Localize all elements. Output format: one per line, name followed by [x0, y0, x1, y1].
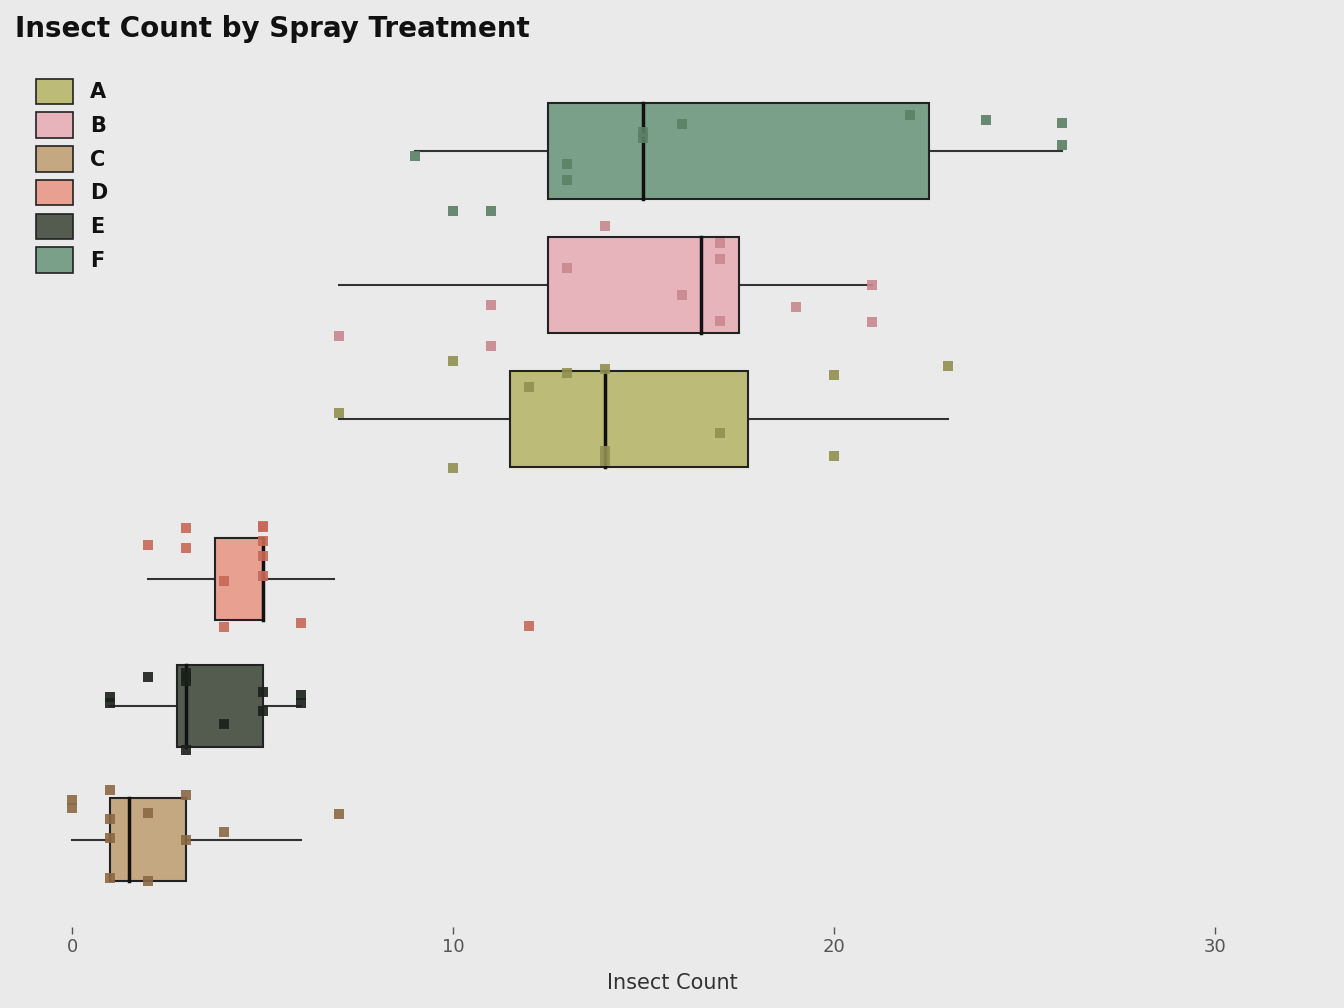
Point — [937, 358, 958, 374]
Point — [556, 260, 578, 276]
Point — [176, 519, 198, 535]
Bar — [177, 664, 262, 748]
Point — [176, 832, 198, 848]
Point — [899, 107, 921, 123]
Point — [99, 870, 121, 886]
Point — [594, 218, 616, 234]
Point — [251, 704, 273, 720]
Point — [251, 568, 273, 584]
Point — [176, 672, 198, 688]
Point — [137, 805, 159, 822]
Point — [1051, 115, 1073, 131]
Point — [519, 618, 540, 634]
Point — [137, 668, 159, 684]
Point — [862, 277, 883, 293]
Point — [251, 519, 273, 535]
Point — [671, 116, 692, 132]
X-axis label: Insect Count: Insect Count — [606, 973, 738, 993]
Point — [442, 460, 464, 476]
Point — [176, 539, 198, 555]
Point — [480, 339, 501, 355]
Point — [1051, 137, 1073, 153]
Point — [137, 873, 159, 889]
Point — [594, 361, 616, 377]
Point — [442, 353, 464, 369]
Point — [633, 130, 655, 146]
Point — [442, 203, 464, 219]
Point — [99, 696, 121, 712]
Bar — [110, 798, 187, 881]
Point — [99, 782, 121, 798]
Point — [62, 792, 83, 808]
Point — [823, 449, 844, 465]
Point — [137, 537, 159, 553]
Point — [480, 204, 501, 220]
Bar — [215, 537, 262, 621]
Point — [290, 615, 312, 631]
Point — [785, 298, 806, 314]
Point — [594, 444, 616, 460]
Point — [251, 684, 273, 701]
Point — [251, 532, 273, 548]
Point — [328, 328, 349, 344]
Point — [214, 824, 235, 840]
Point — [405, 148, 426, 164]
Point — [99, 830, 121, 846]
Point — [823, 367, 844, 383]
Point — [176, 787, 198, 803]
Point — [976, 112, 997, 128]
Point — [708, 235, 730, 251]
Point — [99, 688, 121, 705]
Point — [328, 405, 349, 421]
Point — [594, 453, 616, 469]
Point — [862, 314, 883, 331]
Point — [708, 313, 730, 330]
Point — [214, 716, 235, 732]
Point — [708, 425, 730, 442]
Point — [290, 696, 312, 712]
Point — [214, 619, 235, 635]
Point — [633, 124, 655, 140]
Point — [99, 810, 121, 827]
Point — [176, 664, 198, 680]
Point — [176, 742, 198, 758]
Bar — [548, 103, 929, 200]
Point — [708, 251, 730, 267]
Point — [328, 805, 349, 822]
Point — [480, 296, 501, 312]
Legend: A, B, C, D, E, F: A, B, C, D, E, F — [26, 69, 118, 283]
Bar — [548, 237, 739, 333]
Point — [556, 365, 578, 381]
Point — [556, 155, 578, 171]
Point — [214, 574, 235, 590]
Point — [251, 518, 273, 534]
Point — [290, 687, 312, 704]
Point — [176, 669, 198, 685]
Point — [556, 171, 578, 187]
Point — [671, 286, 692, 302]
Bar — [511, 371, 749, 467]
Point — [251, 548, 273, 564]
Point — [519, 379, 540, 395]
Point — [62, 799, 83, 815]
Text: Insect Count by Spray Treatment: Insect Count by Spray Treatment — [15, 15, 530, 43]
